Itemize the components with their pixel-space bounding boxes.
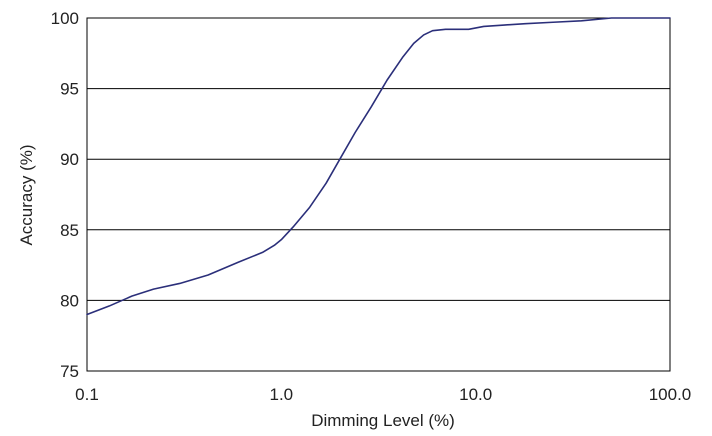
x-tick-label: 0.1 [75, 385, 99, 404]
y-tick-label: 85 [60, 221, 79, 240]
plot-area [86, 17, 671, 372]
y-tick-label: 75 [60, 362, 79, 381]
y-axis-label: Accuracy (%) [17, 144, 36, 245]
y-tick-labels: 75 80 85 90 95 100 [51, 9, 79, 381]
x-tick-label: 1.0 [270, 385, 294, 404]
y-tick-label: 90 [60, 150, 79, 169]
y-tick-label: 100 [51, 9, 79, 28]
x-tick-label: 10.0 [459, 385, 492, 404]
series-line-1 [86, 17, 671, 316]
x-tick-labels: 0.1 1.0 10.0 100.0 [75, 385, 691, 404]
x-tick-label: 100.0 [649, 385, 692, 404]
plot-frame [86, 17, 671, 372]
horizontal-gridlines [87, 88, 670, 301]
y-tick-label: 95 [60, 80, 79, 99]
series-layer [86, 17, 671, 316]
x-axis-label: Dimming Level (%) [311, 411, 455, 430]
y-tick-label: 80 [60, 291, 79, 310]
